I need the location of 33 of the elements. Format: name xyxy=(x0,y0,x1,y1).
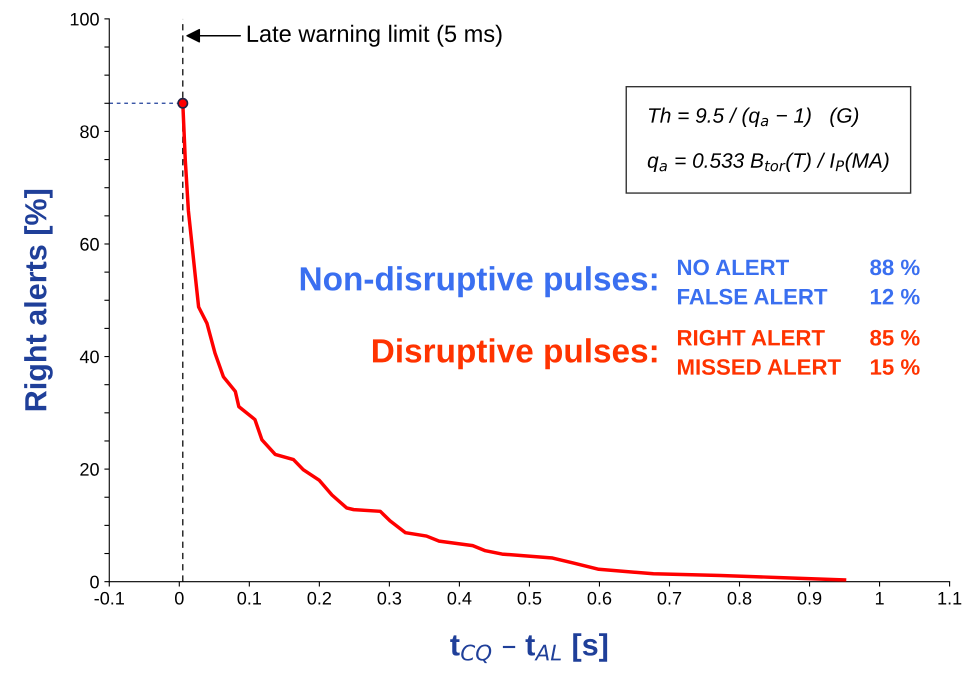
annotation: NO ALERT xyxy=(678,260,789,276)
text: Th = 9.5 / (q$_{a}$ − 1) (G) q$_{a}$ = 0.533 B$_{tor}$(T) / I$_{P}$(MA) xyxy=(648,108,889,172)
y-tick-label: 60 xyxy=(80,238,99,251)
x-axis-title: t$_{CQ}$ – t$_{AL}$ [s] xyxy=(450,633,608,664)
annotation: 15 % xyxy=(870,359,920,375)
annotation: 85 % xyxy=(870,330,920,346)
x-tick-label: 0.6 xyxy=(588,592,612,605)
ref-line-label: Late warning limit (5 ms) xyxy=(248,24,502,47)
x-tick-label: 0.7 xyxy=(658,592,682,605)
annotation: 88 % xyxy=(870,260,920,276)
x-tick-label: 0.5 xyxy=(518,592,542,605)
y-tick-label: 80 xyxy=(80,125,99,138)
x-tick-label: 0.3 xyxy=(378,592,402,605)
x-tick-label: 0.9 xyxy=(798,592,822,605)
y-tick-label: 20 xyxy=(80,463,99,476)
x-tick-label: 0.2 xyxy=(308,592,331,605)
annotation: MISSED ALERT xyxy=(678,359,841,375)
x-tick-label: 0.4 xyxy=(448,592,472,605)
y-tick-label: 40 xyxy=(80,350,99,364)
y-axis-title: Right alerts [%] xyxy=(24,190,53,410)
annotation: RIGHT ALERT xyxy=(678,330,825,346)
annotation: FALSE ALERT xyxy=(678,288,828,305)
annotation: 12 % xyxy=(870,288,920,304)
x-tick-label: -0.1 xyxy=(94,592,124,605)
annotation: Disruptive pulses: xyxy=(372,338,656,370)
x-tick-label: 0 xyxy=(174,592,184,605)
x-tick-label: 0.8 xyxy=(728,592,752,605)
y-tick-label: 100 xyxy=(70,12,99,26)
x-tick-label: 0.1 xyxy=(237,592,261,605)
x-tick-label: 1.1 xyxy=(938,592,962,604)
annotation: Non-disruptive pulses: xyxy=(300,266,657,298)
x-tick-label: 1 xyxy=(876,592,884,604)
y-tick-label: 0 xyxy=(90,576,99,588)
